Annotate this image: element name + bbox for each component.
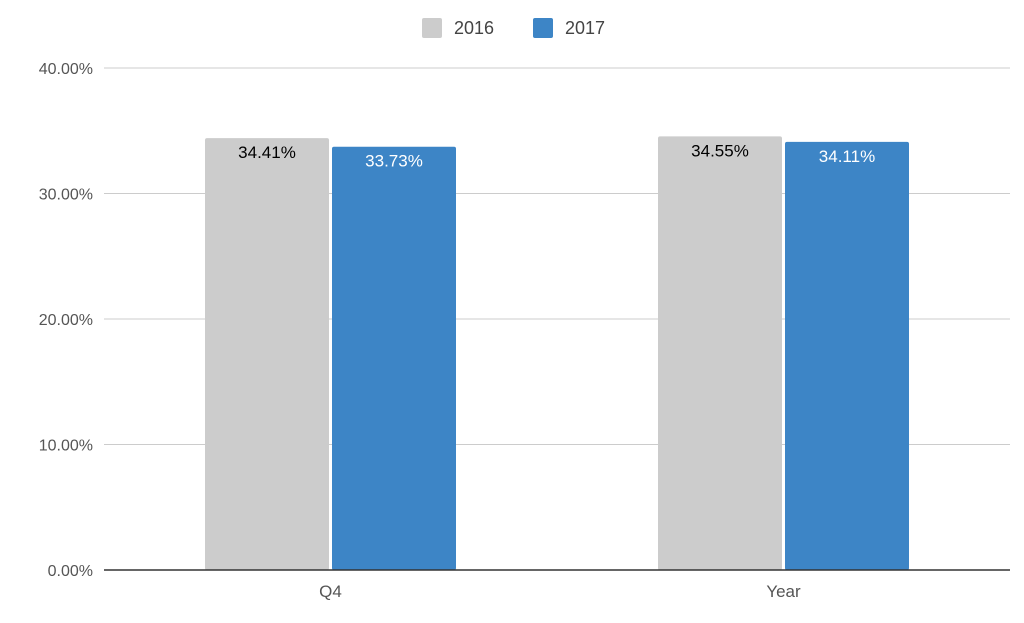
data-label: 33.73% bbox=[365, 152, 423, 171]
legend-label-2016: 2016 bbox=[454, 17, 495, 38]
y-tick-label: 20.00% bbox=[39, 312, 93, 329]
legend-label-2017: 2017 bbox=[565, 17, 606, 38]
legend-swatch-2017 bbox=[533, 18, 553, 38]
bar-2016-q4 bbox=[205, 138, 329, 571]
x-category-label: Year bbox=[766, 582, 801, 601]
data-label: 34.41% bbox=[238, 143, 296, 162]
legend-swatch-2016 bbox=[422, 18, 442, 38]
data-label: 34.11% bbox=[819, 147, 875, 166]
y-tick-label: 10.00% bbox=[39, 438, 93, 455]
bar-2016-year bbox=[658, 136, 782, 570]
y-tick-label: 30.00% bbox=[39, 187, 93, 204]
chart-legend: 2016 2017 bbox=[0, 14, 1024, 42]
y-tick-label: 0.00% bbox=[48, 563, 93, 580]
legend-item-2016: 2016 bbox=[422, 14, 494, 42]
bar-2017-year bbox=[785, 141, 909, 570]
legend-item-2017: 2017 bbox=[533, 14, 605, 42]
data-label: 34.55% bbox=[691, 141, 749, 160]
y-tick-label: 40.00% bbox=[39, 61, 93, 78]
x-category-label: Q4 bbox=[319, 582, 342, 601]
bar-2017-q4 bbox=[332, 146, 456, 570]
